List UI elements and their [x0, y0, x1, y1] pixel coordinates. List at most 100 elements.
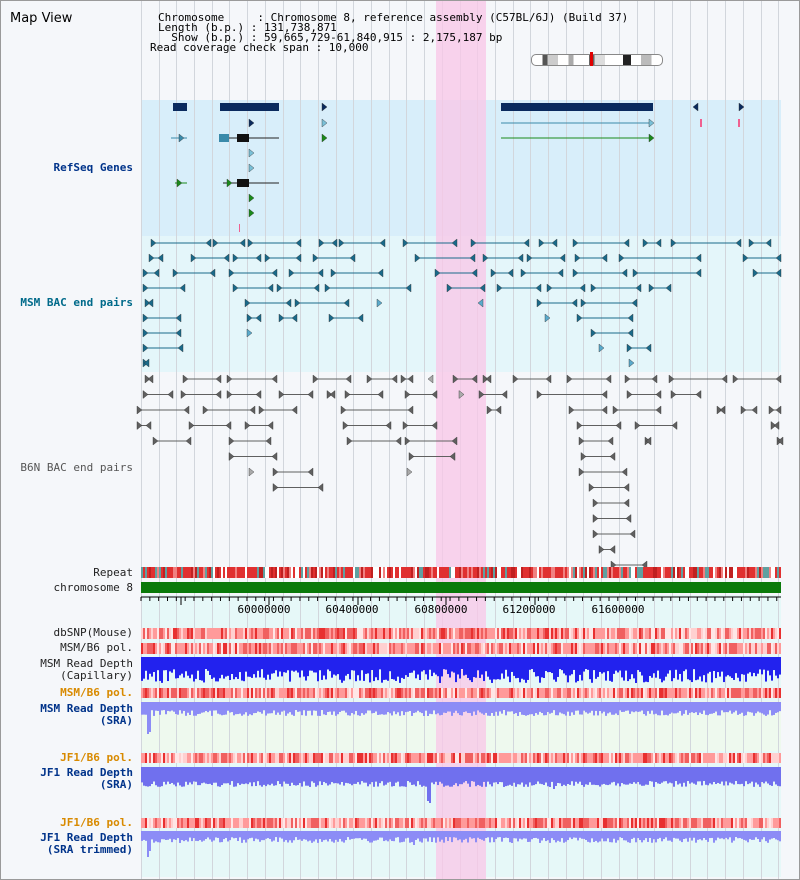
msm-sra-depth-bar [225, 702, 227, 715]
dbsnp-cell [669, 628, 671, 639]
jf1-sra-depth-bar [409, 767, 411, 783]
dbsnp-cell [765, 628, 767, 639]
jf1-b6-pol-trim-cell [563, 818, 565, 828]
msm-capillary-depth-bar [195, 657, 197, 679]
msm-capillary-depth-bar [415, 657, 417, 679]
msm-capillary-depth-bar [297, 657, 299, 673]
pair-end-marker [150, 238, 157, 248]
repeat-segment [489, 567, 491, 578]
dbsnp-cell [415, 628, 417, 639]
msm-b6-pol-sra-cell [747, 688, 749, 698]
jf1-trim-depth-bar [591, 831, 593, 839]
jf1-sra-depth-bar [439, 767, 441, 782]
jf1-sra-depth-bar [767, 767, 769, 784]
msm-capillary-depth-bar [359, 657, 361, 681]
selected-region-highlight[interactable] [436, 1, 486, 879]
gene-marker [700, 119, 702, 127]
repeat-segment [323, 567, 325, 578]
jf1-sra-depth-bar [397, 767, 399, 782]
repeat-segment [649, 567, 651, 578]
msm-sra-depth-bar [155, 702, 157, 711]
dbsnp-cell [297, 628, 299, 639]
pair-end-marker [626, 390, 633, 399]
grid-line [654, 1, 655, 879]
jf1-trim-depth-bar [769, 831, 771, 840]
msm-capillary-depth-bar [395, 657, 397, 681]
jf1-sra-depth-bar [685, 767, 687, 787]
repeat-segment [175, 567, 177, 578]
jf1-b6-pol-trim-cell [507, 818, 509, 828]
jf1-sra-depth-bar [337, 767, 339, 784]
jf1-trim-depth-bar [605, 831, 607, 842]
msm-b6-pol-cell [771, 643, 773, 654]
dbsnp-cell [227, 628, 229, 639]
msm-b6-pol-sra-cell [457, 688, 459, 698]
msm-b6-pol-cell [663, 643, 665, 654]
jf1-sra-depth-bar [637, 767, 639, 783]
jf1-b6-pol-trim-cell [411, 818, 413, 828]
msm-capillary-depth-bar [321, 657, 323, 680]
jf1-b6-pol-trim-cell [237, 818, 239, 828]
jf1-trim-depth-bar [757, 831, 759, 840]
msm-capillary-depth-bar [377, 657, 379, 681]
repeat-segment [677, 567, 679, 578]
msm-b6-pol-sra-cell [765, 688, 767, 698]
msm-sra-depth-bar [715, 702, 717, 712]
dbsnp-cell [587, 628, 589, 639]
msm-b6-pol-cell [515, 643, 517, 654]
repeat-segment [285, 567, 287, 578]
repeat-segment [435, 567, 437, 578]
jf1-trim-depth-bar [643, 831, 645, 841]
pair-end-marker [331, 238, 338, 248]
jf1-trim-depth-bar [435, 831, 437, 843]
jf1-trim-depth-bar [625, 831, 627, 841]
jf1-b6-pol-cell [629, 753, 631, 763]
msm-b6-pol-cell [167, 643, 169, 654]
jf1-sra-depth-bar [341, 767, 343, 783]
jf1-b6-pol-trim-cell [689, 818, 691, 828]
jf1-b6-pol-cell [703, 753, 705, 763]
msm-sra-depth-bar [447, 702, 449, 712]
msm-b6-pol-sra-cell [571, 688, 573, 698]
msm-sra-depth-bar [677, 702, 679, 713]
pair-end-marker [366, 374, 373, 384]
jf1-b6-pol-cell [285, 753, 287, 763]
jf1-trim-depth-bar [481, 831, 483, 840]
msm-b6-pol-cell [231, 643, 233, 654]
jf1-b6-pol-trim-cell [259, 818, 261, 828]
msm-b6-pol-cell [241, 643, 243, 654]
dbsnp-cell [193, 628, 195, 639]
msm-capillary-depth-bar [645, 657, 647, 682]
dbsnp-cell [405, 628, 407, 639]
msm-b6-pol-sra-cell [677, 688, 679, 698]
msm-b6-pol-sra-cell [281, 688, 283, 698]
msm-sra-depth-bar [275, 702, 277, 715]
pair-end-marker [668, 374, 675, 384]
repeat-segment [611, 567, 613, 578]
msm-capillary-depth-bar [597, 657, 599, 677]
msm-b6-pol-sra-cell [367, 688, 369, 698]
jf1-b6-pol-cell [323, 753, 325, 763]
jf1-sra-depth-bar [325, 767, 327, 784]
jf1-sra-depth-bar [225, 767, 227, 784]
chromosome-ideogram[interactable] [531, 54, 663, 66]
msm-capillary-depth-bar [471, 657, 473, 683]
jf1-sra-depth-bar [441, 767, 443, 784]
msm-capillary-depth-bar [465, 657, 467, 675]
repeat-segment [473, 567, 475, 578]
jf1-trim-depth-bar [493, 831, 495, 843]
msm-b6-pol-sra-cell [309, 688, 311, 698]
dbsnp-cell [617, 628, 619, 639]
dbsnp-cell [505, 628, 507, 639]
msm-b6-pol-cell [253, 643, 255, 654]
jf1-sra-depth-bar [235, 767, 237, 787]
jf1-b6-pol-trim-cell [691, 818, 693, 828]
pair-end-marker [765, 238, 772, 248]
jf1-sra-depth-bar [385, 767, 387, 785]
jf1-sra-depth-bar [305, 767, 307, 786]
msm-sra-depth-bar [701, 702, 703, 714]
msm-b6-pol-sra-cell [155, 688, 157, 698]
msm-sra-depth-bar [361, 702, 363, 714]
dbsnp-cell [615, 628, 617, 639]
jf1-b6-pol-trim-cell [605, 818, 607, 828]
